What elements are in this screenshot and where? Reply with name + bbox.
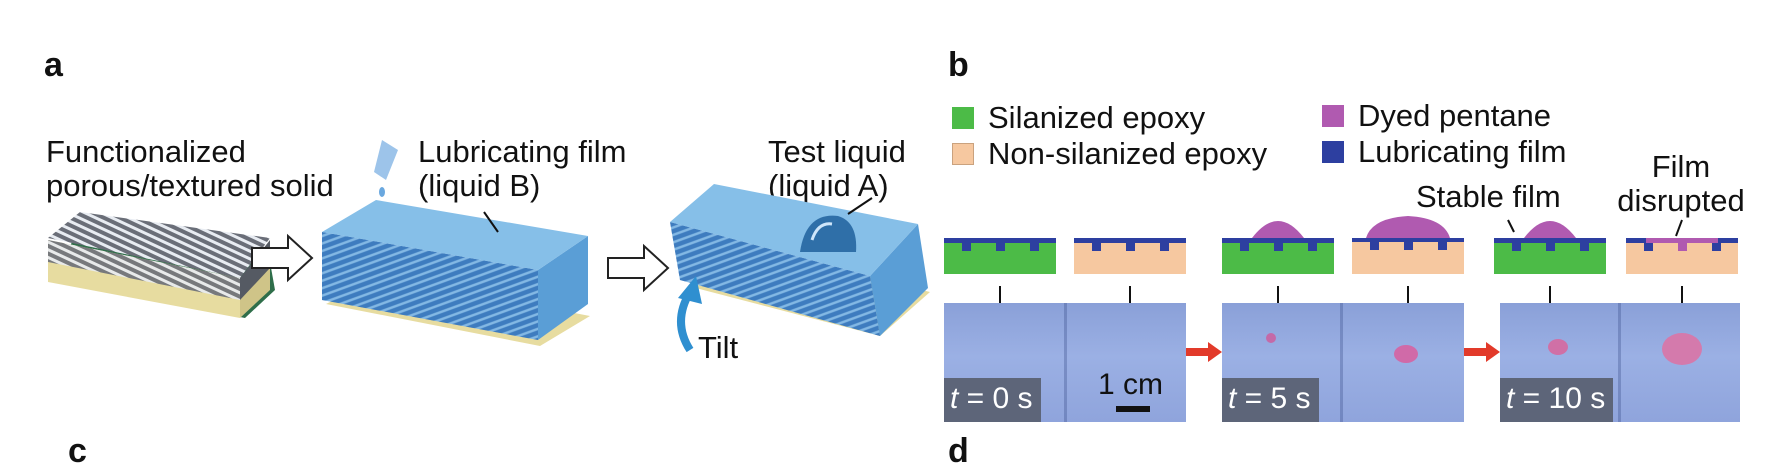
time-var-t5: t — [1228, 382, 1237, 415]
film-disrupted-line1: Film — [1651, 149, 1711, 184]
red-arrow-icon — [1186, 342, 1222, 362]
time-value-t10: = 10 s — [1514, 382, 1606, 415]
time-value-t0: = 0 s — [958, 382, 1033, 415]
solid-label-line1: Functionalized — [46, 134, 246, 169]
legend-dyed-pentane: Dyed pentane — [1322, 98, 1551, 134]
tilted-block — [670, 184, 930, 336]
photo-t5: t = 5 s — [1222, 303, 1464, 422]
schematic-nonsilanized-t5 — [1352, 216, 1464, 274]
time-value-t5: = 5 s — [1236, 382, 1311, 415]
panel-a-letter: a — [44, 46, 63, 84]
panel-b-letter: b — [948, 46, 969, 84]
disrupted-pointer — [1675, 219, 1683, 237]
film-label-line2: (liquid B) — [418, 168, 541, 203]
pentane-drop-t5-left — [1266, 333, 1276, 343]
film-label-line1: Lubricating film — [418, 134, 627, 169]
film-pointer — [483, 211, 499, 233]
time-var-t10: t — [1506, 382, 1515, 415]
arrow-right-icon — [607, 243, 670, 293]
schematic-silanized-t0 — [944, 238, 1056, 274]
film-label: Lubricating film (liquid B) — [418, 135, 626, 203]
legend-swatch-film — [1322, 141, 1344, 163]
test-liquid-pointer — [847, 197, 873, 215]
time-label-t0: t = 0 s — [944, 378, 1041, 422]
test-liquid-label-line2: (liquid A) — [768, 168, 889, 203]
time-label-t10: t = 10 s — [1500, 378, 1614, 422]
legend-silanized: Silanized epoxy — [952, 100, 1205, 136]
pentane-drop-t5-right — [1394, 345, 1418, 363]
solid-label-line2: porous/textured solid — [46, 168, 334, 203]
arrow-right-icon — [251, 233, 314, 283]
legend-label-silanized: Silanized epoxy — [988, 100, 1206, 135]
time-label-t5: t = 5 s — [1222, 378, 1319, 422]
photo-seam — [1340, 303, 1343, 422]
legend-label-film: Lubricating film — [1358, 134, 1567, 169]
legend-swatch-pentane — [1322, 105, 1344, 127]
photo-t0: t = 0 s — [944, 303, 1186, 422]
pentane-drop-t10-left — [1548, 339, 1568, 355]
legend-lubricating-film: Lubricating film — [1322, 134, 1566, 170]
solid-label: Functionalized porous/textured solid — [46, 135, 334, 203]
stable-film-pointer — [1507, 219, 1515, 233]
red-arrow-icon — [1464, 342, 1500, 362]
schematic-nonsilanized-t10 — [1626, 238, 1738, 274]
film-disrupted-label: Film disrupted — [1606, 150, 1756, 218]
test-liquid-label: Test liquid (liquid A) — [768, 135, 906, 203]
scale-bar — [1116, 406, 1150, 412]
schematic-silanized-t5 — [1222, 221, 1334, 274]
pentane-drop-t10-right — [1662, 333, 1702, 365]
porous-solid-block — [48, 212, 275, 318]
panel-a-illustration — [48, 140, 930, 353]
legend-swatch-silanized — [952, 107, 974, 129]
legend-swatch-non-silanized — [952, 143, 974, 165]
scale-label: 1 cm — [1098, 368, 1164, 401]
legend-label-pentane: Dyed pentane — [1358, 98, 1552, 133]
photo-seam — [1618, 303, 1621, 422]
legend-non-silanized: Non-silanized epoxy — [952, 136, 1267, 172]
schematic-silanized-t10 — [1494, 221, 1606, 274]
test-liquid-label-line1: Test liquid — [768, 134, 906, 169]
stable-film-label: Stable film — [1416, 179, 1561, 214]
time-var-t0: t — [950, 382, 959, 415]
photo-t10: t = 10 s — [1500, 303, 1740, 422]
lubricated-block — [322, 200, 590, 346]
tilt-arrow-head — [678, 276, 702, 304]
tilt-label: Tilt — [698, 330, 739, 365]
film-disrupted-line2: disrupted — [1617, 183, 1745, 218]
schematic-nonsilanized-t0 — [1074, 238, 1186, 274]
photo-seam — [1064, 303, 1067, 422]
legend-label-non-silanized: Non-silanized epoxy — [988, 136, 1268, 171]
